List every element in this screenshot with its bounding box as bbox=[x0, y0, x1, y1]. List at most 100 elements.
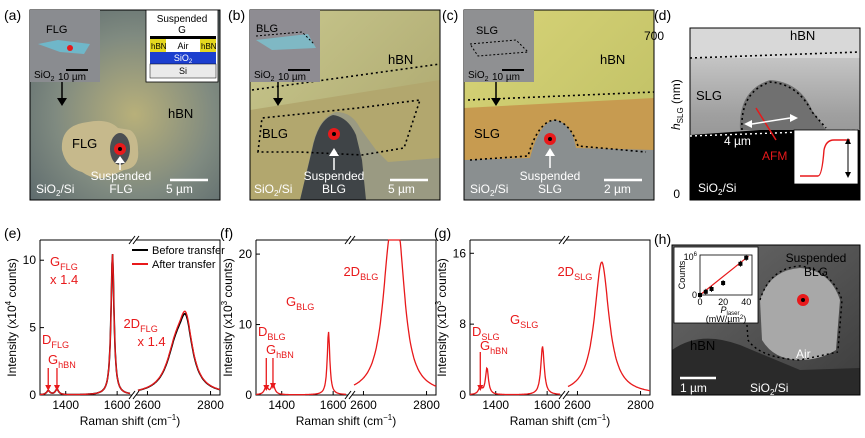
label-flg: FLG bbox=[72, 136, 97, 151]
panel-h: Suspended BLG hBN Air 1 µm SiO2/Si 106 00… bbox=[654, 231, 861, 397]
inset-xtick-left: 0 bbox=[697, 297, 702, 307]
scale-label: 5 µm bbox=[166, 182, 193, 196]
panel-b: BLG SiO2 10 µm hBN BLG Suspended BLG SiO… bbox=[228, 7, 441, 201]
legend-before: Before transfer bbox=[152, 245, 225, 257]
label-hbn-h: hBN bbox=[690, 338, 715, 353]
series-after-right bbox=[353, 239, 437, 387]
annot-2d-mult: x 1.4 bbox=[137, 334, 165, 349]
inset-scale-label-b: 10 µm bbox=[278, 72, 306, 83]
inset-point bbox=[703, 289, 708, 294]
y-tick-label: 0 bbox=[245, 388, 252, 402]
axis-right bbox=[352, 239, 437, 396]
axis-break bbox=[132, 235, 140, 245]
scale-label-h: 1 µm bbox=[680, 381, 707, 395]
x-tick-label: 2600 bbox=[350, 398, 377, 412]
y-tick-label: 10 bbox=[239, 318, 253, 332]
y-tick-label: 0 bbox=[459, 388, 466, 402]
axis-break bbox=[132, 390, 140, 400]
arrow-d-f-head bbox=[263, 385, 270, 391]
y-tick-label: 8 bbox=[459, 317, 466, 331]
inset-flg-label: FLG bbox=[46, 24, 67, 36]
laser-power-inset-chart: 106 00 40 20 Counts Plaser(mW/µm2) bbox=[677, 252, 753, 324]
panel-label-h: (h) bbox=[654, 231, 671, 247]
inset-xtick-right: 40 bbox=[741, 297, 751, 307]
x-axis-label: Raman shift (cm−1) bbox=[296, 413, 396, 428]
axis-break bbox=[562, 235, 570, 245]
panel-label-d: (d) bbox=[654, 7, 671, 23]
schematic-sio2: SiO2 bbox=[174, 53, 193, 65]
x-tick-label: 2800 bbox=[627, 398, 654, 412]
inset-scale-label: 10 µm bbox=[58, 72, 86, 83]
schematic-hbn-left: hBN bbox=[151, 42, 167, 51]
x-axis-label: Raman shift (cm−1) bbox=[80, 413, 180, 428]
label-suspended-slg: SLG bbox=[538, 182, 562, 196]
annot-ghbn-f: GhBN bbox=[266, 342, 294, 360]
inset-point bbox=[698, 293, 702, 297]
label-substrate: SiO2/Si bbox=[36, 182, 74, 198]
y-axis-label: Intensity (x103 counts) bbox=[220, 258, 235, 377]
inset-xtick-mid: 20 bbox=[718, 297, 728, 307]
label-slg-d: SLG bbox=[696, 88, 722, 103]
series-after-right bbox=[137, 310, 221, 391]
arrow-d-g-head bbox=[477, 385, 484, 391]
label-suspended-h: Suspended bbox=[786, 251, 847, 265]
panel-label-a: (a) bbox=[4, 7, 21, 23]
label-substrate-c: SiO2/Si bbox=[470, 182, 508, 198]
tick-700: 700 bbox=[644, 29, 664, 43]
label-substrate-b: SiO2/Si bbox=[254, 182, 292, 198]
scale-label-c: 2 µm bbox=[604, 182, 631, 196]
label-substrate-d: SiO2/Si bbox=[698, 181, 736, 197]
panel-label-f: (f) bbox=[220, 225, 233, 241]
axis-break bbox=[562, 390, 570, 400]
label-blg: BLG bbox=[262, 126, 288, 141]
label-suspended-blg-h: BLG bbox=[804, 265, 828, 279]
label-suspended-blg: BLG bbox=[322, 182, 346, 196]
inset-ytick-top: 106 bbox=[684, 252, 698, 262]
inset-xlabel-unit: (mW/µm2) bbox=[706, 314, 747, 324]
x-tick-label: 1600 bbox=[534, 398, 561, 412]
arrow-d-head bbox=[45, 385, 52, 391]
axis-break bbox=[558, 390, 566, 400]
label-air: Air bbox=[796, 347, 811, 361]
inset-point bbox=[709, 287, 714, 291]
inset-blg-label: BLG bbox=[256, 23, 278, 35]
inset-height-label: 550 nm bbox=[804, 187, 841, 199]
label-hbn: hBN bbox=[168, 106, 193, 121]
axis-break bbox=[128, 235, 136, 245]
label-substrate-h: SiO2/Si bbox=[750, 381, 788, 397]
panel-label-c: (c) bbox=[442, 7, 458, 23]
x-tick-label: 2600 bbox=[564, 398, 591, 412]
inset-point bbox=[721, 281, 726, 285]
tick-0: 0 bbox=[673, 187, 680, 201]
x-tick-label: 1600 bbox=[320, 398, 347, 412]
label-suspended-flg: FLG bbox=[109, 182, 132, 196]
annot-2d-flg: 2DFLG bbox=[123, 316, 157, 334]
series-after-left bbox=[256, 331, 347, 396]
inset-ylabel: Counts bbox=[677, 260, 687, 289]
inset-substrate-label-b: SiO2 bbox=[254, 70, 275, 83]
x-tick-label: 2600 bbox=[134, 398, 161, 412]
y-axis-label: Intensity (x104 counts) bbox=[4, 258, 19, 377]
axis-right bbox=[136, 239, 221, 396]
axis-label-hslg: hSLG (nm) bbox=[669, 79, 685, 130]
inset-ytick-bottom: 0 bbox=[692, 290, 697, 300]
y-tick-label: 20 bbox=[239, 247, 253, 261]
arrow-ghbn-head bbox=[53, 385, 60, 391]
annot-ghbn-g: GhBN bbox=[480, 338, 508, 356]
suspended-blg-region bbox=[760, 268, 840, 360]
annot-ghbn: GhBN bbox=[48, 352, 76, 370]
width-label: 4 µm bbox=[724, 134, 751, 148]
label-hbn-d: hBN bbox=[790, 28, 815, 43]
afm-label: AFM bbox=[762, 149, 787, 163]
axis-break bbox=[344, 390, 352, 400]
panel-label-g: (g) bbox=[434, 225, 451, 241]
annot-2d-blg: 2DBLG bbox=[343, 264, 378, 282]
inset-scale-label-c: 10 µm bbox=[492, 72, 520, 83]
y-tick-label: 10 bbox=[23, 253, 37, 267]
schematic-si: Si bbox=[179, 66, 187, 76]
x-tick-label: 1400 bbox=[482, 398, 509, 412]
schematic-hbn-right: hBN bbox=[201, 42, 217, 51]
y-tick-label: 0 bbox=[29, 388, 36, 402]
inset-slg-label: SLG bbox=[476, 25, 498, 37]
inset-xlabel: Plaser bbox=[720, 305, 739, 317]
